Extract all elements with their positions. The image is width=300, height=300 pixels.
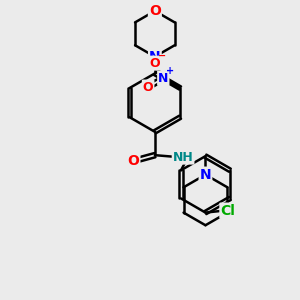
Text: O: O bbox=[128, 154, 140, 168]
Text: O: O bbox=[149, 4, 161, 18]
Text: N: N bbox=[200, 168, 211, 182]
Text: O: O bbox=[149, 57, 160, 70]
Text: Cl: Cl bbox=[220, 204, 235, 218]
Text: +: + bbox=[166, 67, 174, 76]
Text: N: N bbox=[149, 50, 161, 64]
Text: N: N bbox=[158, 72, 169, 85]
Text: O: O bbox=[143, 80, 153, 94]
Text: NH: NH bbox=[173, 151, 194, 164]
Text: −: − bbox=[158, 51, 166, 61]
